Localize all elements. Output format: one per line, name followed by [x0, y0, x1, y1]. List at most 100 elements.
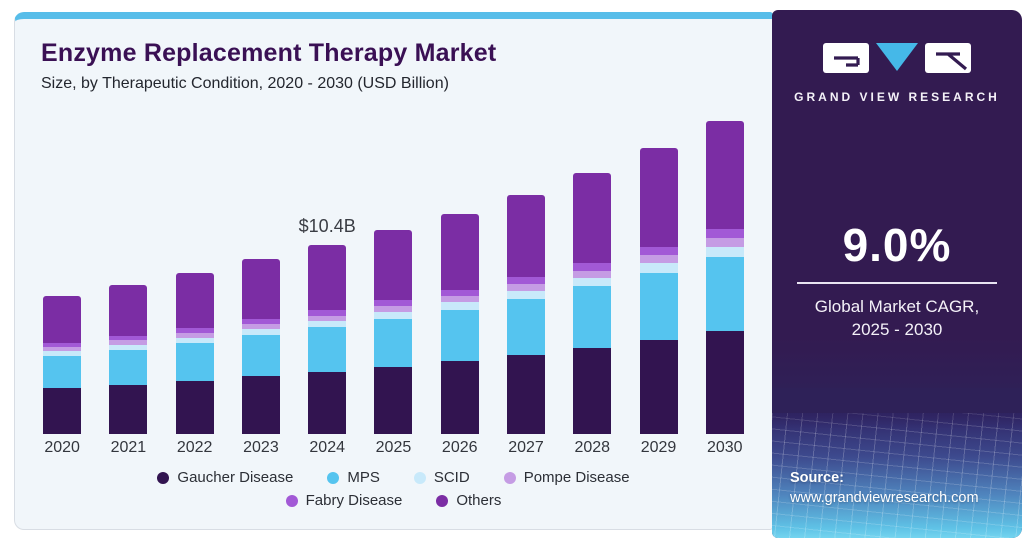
segment-gaucher-disease-2026 — [440, 361, 479, 434]
page-title: Enzyme Replacement Therapy Market — [41, 39, 497, 67]
bar-2029 — [639, 148, 678, 434]
segment-gaucher-disease-2020 — [43, 388, 82, 434]
bar-2021 — [109, 284, 148, 434]
year-label-2023: 2023 — [243, 439, 279, 456]
cagr-value: 9.0% — [842, 219, 952, 271]
segment-scid-2029 — [639, 263, 678, 273]
gvr-logo — [772, 40, 1022, 78]
bar-column-2029 — [625, 104, 691, 434]
segment-scid-2030 — [705, 246, 744, 258]
cagr-caption-line1: Global Market CAGR, — [814, 297, 980, 316]
legend-label: MPS — [347, 469, 380, 486]
bar-column-2024: $10.4B — [294, 104, 360, 434]
segment-others-2028 — [573, 172, 612, 263]
segment-scid-2020 — [43, 351, 82, 356]
segment-fabry-disease-2021 — [109, 335, 148, 341]
segment-mps-2026 — [440, 309, 479, 362]
segment-others-2023 — [241, 259, 280, 320]
cagr-caption-line2: 2025 - 2030 — [851, 319, 943, 339]
bar-column-2023 — [228, 104, 294, 434]
segment-mps-2024 — [308, 327, 347, 372]
bar-2027 — [506, 194, 545, 434]
segment-pompe-disease-2030 — [705, 238, 744, 247]
globe-mesh-fade — [772, 388, 1022, 428]
globe-mesh-graphic — [772, 413, 1022, 538]
segment-pompe-disease-2028 — [573, 270, 612, 278]
segment-mps-2021 — [109, 349, 148, 385]
legend-item-others: Others — [436, 492, 501, 509]
segment-mps-2029 — [639, 272, 678, 340]
segment-gaucher-disease-2030 — [705, 330, 744, 434]
segment-gaucher-disease-2022 — [175, 380, 214, 434]
segment-mps-2027 — [506, 298, 545, 356]
segment-others-2021 — [109, 284, 148, 336]
segment-fabry-disease-2024 — [308, 310, 347, 316]
year-label-2022: 2022 — [176, 439, 213, 456]
x-axis-labels: 2020 2021 2022 2023 2024 2025 2026 2027 2028 2029… — [29, 439, 758, 457]
legend-dot — [413, 471, 426, 484]
segment-mps-2025 — [374, 318, 413, 367]
segment-others-2030 — [705, 121, 744, 229]
stacked-bar-chart: $10.4B — [29, 104, 758, 434]
segment-pompe-disease-2025 — [374, 306, 413, 313]
segment-fabry-disease-2022 — [175, 328, 214, 334]
bar-2028 — [573, 172, 612, 434]
cagr-divider — [797, 282, 997, 284]
segment-scid-2025 — [374, 312, 413, 319]
gvr-logo-icon — [823, 43, 971, 73]
bar-column-2020 — [29, 104, 95, 434]
source-block: Source: www.grandviewresearch.com — [790, 470, 979, 506]
year-label-2020: 2020 — [44, 439, 80, 456]
segment-pompe-disease-2023 — [241, 324, 280, 330]
legend-row-1: Gaucher Disease MPS SCID Pompe Disease — [15, 469, 772, 486]
year-label-2026: 2026 — [441, 439, 478, 456]
source-url-link[interactable]: www.grandviewresearch.com — [790, 490, 979, 506]
segment-fabry-disease-2025 — [374, 300, 413, 307]
bar-column-2027 — [493, 104, 559, 434]
segment-mps-2023 — [241, 335, 280, 377]
segment-scid-2027 — [506, 290, 545, 299]
segment-others-2029 — [639, 148, 678, 247]
segment-gaucher-disease-2025 — [374, 366, 413, 434]
bar-2024 — [308, 244, 347, 434]
segment-fabry-disease-2026 — [440, 289, 479, 297]
segment-pompe-disease-2024 — [308, 315, 347, 321]
segment-others-2024 — [308, 244, 347, 311]
brand-sidebar: GRAND VIEW RESEARCH 9.0% Global Market C… — [772, 10, 1022, 538]
segment-gaucher-disease-2023 — [241, 376, 280, 434]
segment-mps-2030 — [705, 257, 744, 331]
segment-scid-2023 — [241, 329, 280, 336]
year-label-2029: 2029 — [640, 439, 677, 456]
bar-2020 — [43, 295, 82, 434]
bar-2030 — [705, 121, 744, 434]
bar-column-2028 — [559, 104, 625, 434]
legend-dot — [503, 471, 516, 484]
legend-item-fabry-disease: Fabry Disease — [285, 492, 403, 509]
year-label-2028: 2028 — [574, 439, 611, 456]
segment-pompe-disease-2027 — [506, 284, 545, 291]
segment-pompe-disease-2021 — [109, 340, 148, 345]
segment-others-2025 — [374, 230, 413, 301]
bar-2022 — [175, 272, 214, 434]
segment-mps-2020 — [43, 355, 82, 389]
legend-label: SCID — [433, 469, 470, 486]
segment-pompe-disease-2026 — [440, 296, 479, 303]
cagr-block: 9.0% Global Market CAGR, 2025 - 2030 — [772, 218, 1022, 342]
segment-fabry-disease-2030 — [705, 228, 744, 239]
segment-fabry-disease-2027 — [506, 277, 545, 285]
segment-gaucher-disease-2029 — [639, 339, 678, 434]
segment-others-2027 — [506, 194, 545, 278]
segment-fabry-disease-2029 — [639, 246, 678, 256]
segment-fabry-disease-2020 — [43, 343, 82, 348]
year-label-2027: 2027 — [508, 439, 544, 456]
legend-label: Others — [456, 492, 502, 509]
page-subtitle: Size, by Therapeutic Condition, 2020 - 2… — [41, 75, 449, 92]
segment-mps-2022 — [175, 343, 214, 381]
year-label-2024: 2024 — [309, 439, 345, 456]
legend-item-scid: SCID — [413, 469, 470, 486]
bar-2026 — [440, 214, 479, 434]
segment-gaucher-disease-2021 — [109, 384, 148, 434]
legend-label: Fabry Disease — [305, 492, 403, 509]
bar-2025 — [374, 230, 413, 434]
bar-column-2026 — [427, 104, 493, 434]
